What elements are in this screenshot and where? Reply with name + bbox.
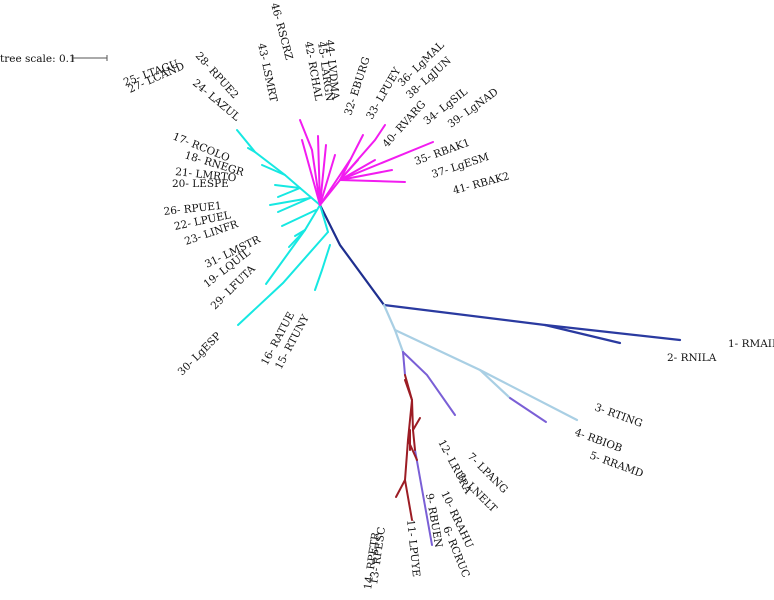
branch	[277, 197, 311, 213]
tree-branches	[236, 119, 682, 546]
violet-clade-branches	[402, 351, 547, 546]
taxon-label: 3- RTING	[593, 402, 644, 430]
taxon-label: 46- RSCRZ	[268, 2, 295, 62]
branch	[265, 229, 306, 285]
branch	[299, 119, 321, 206]
taxon-label: 43- LSMRT	[255, 42, 279, 103]
branch	[261, 164, 286, 176]
branch	[478, 368, 512, 400]
taxon-label: 24- LAZUL	[190, 77, 242, 123]
tree-scale-label: tree scale: 0.1	[0, 53, 76, 65]
branch	[509, 397, 547, 423]
taxon-label: 30- LgESP	[176, 330, 224, 378]
branch	[319, 204, 329, 233]
branch	[404, 479, 413, 521]
branch	[339, 134, 364, 181]
branch	[414, 449, 433, 546]
branch	[301, 139, 321, 206]
branch	[319, 154, 336, 206]
branch	[277, 187, 301, 198]
branch	[402, 351, 406, 376]
branch	[247, 147, 256, 153]
cyan-clade-branches	[236, 129, 331, 326]
taxon-labels: 1- RMAIP 2- RNILA 3- RTING 4- RBIOB 5- R…	[122, 2, 774, 591]
outgroup-branches	[382, 303, 682, 345]
branch	[269, 197, 311, 206]
branch	[281, 209, 317, 227]
branch	[393, 328, 405, 354]
taxon-label: 2- RNILA	[667, 352, 717, 364]
branch	[339, 169, 393, 181]
branch	[402, 351, 456, 416]
branch	[314, 244, 331, 291]
branch	[288, 204, 321, 248]
branch	[339, 141, 434, 181]
taxon-label: 20- LESPE	[172, 178, 229, 190]
branch	[237, 231, 329, 326]
taxon-label: 4- RBIOB	[573, 427, 624, 455]
magenta-clade-branches	[299, 119, 434, 206]
taxon-label: 40- RVARG	[380, 98, 428, 150]
taxon-label: 33- LPUEY	[364, 65, 404, 122]
taxon-label: 1- RMAIP	[728, 338, 774, 350]
branch	[339, 159, 359, 181]
branch	[543, 323, 622, 345]
light-clade-branches	[382, 303, 579, 422]
backbone-branches	[318, 203, 386, 307]
branch	[395, 479, 406, 498]
branch	[274, 184, 301, 189]
branch	[382, 303, 397, 332]
taxon-label: 11- LPUYE	[404, 519, 422, 577]
branch	[318, 203, 386, 307]
red-clade-branches	[395, 374, 421, 521]
branch	[382, 303, 682, 342]
branch	[339, 179, 406, 183]
branch	[317, 135, 321, 206]
taxon-label: 9- RBUEN	[423, 492, 444, 548]
taxon-label: 12- LRURA	[435, 438, 474, 497]
tree-scale: tree scale: 0.1	[0, 53, 108, 65]
branch	[412, 417, 421, 431]
taxon-label: 5- RRAMD	[588, 450, 645, 480]
branch	[404, 379, 413, 401]
branch	[319, 144, 327, 206]
taxon-label: 41- RBAK2	[452, 170, 511, 197]
